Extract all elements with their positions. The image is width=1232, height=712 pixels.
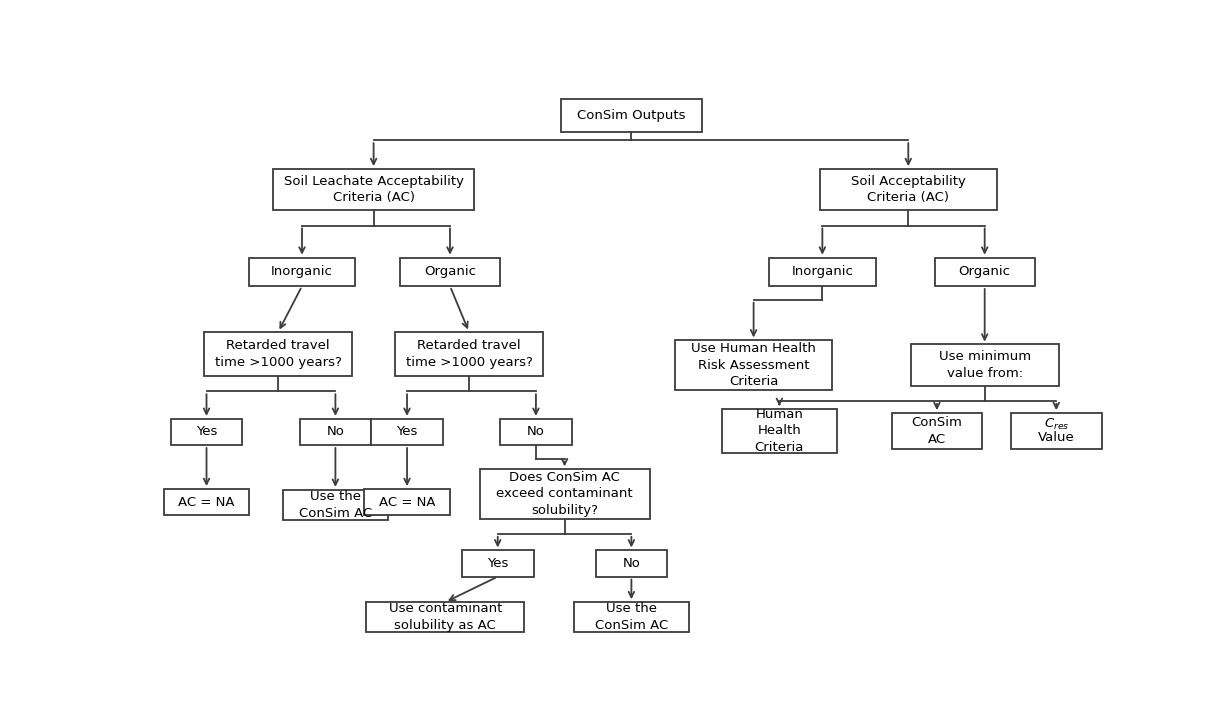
Text: Does ConSim AC
exceed contaminant
solubility?: Does ConSim AC exceed contaminant solubi…: [496, 471, 633, 517]
Text: Retarded travel
time >1000 years?: Retarded travel time >1000 years?: [214, 340, 341, 369]
FancyBboxPatch shape: [299, 419, 371, 445]
Text: Soil Leachate Acceptability
Criteria (AC): Soil Leachate Acceptability Criteria (AC…: [283, 175, 463, 204]
FancyBboxPatch shape: [500, 419, 572, 445]
Text: Use minimum
value from:: Use minimum value from:: [939, 350, 1031, 379]
FancyBboxPatch shape: [274, 169, 474, 210]
FancyBboxPatch shape: [395, 332, 543, 376]
Text: Yes: Yes: [397, 426, 418, 439]
Text: AC = NA: AC = NA: [179, 496, 235, 508]
FancyBboxPatch shape: [821, 169, 997, 210]
Text: Inorganic: Inorganic: [791, 266, 854, 278]
Text: Use contaminant
solubility as AC: Use contaminant solubility as AC: [388, 602, 501, 632]
FancyBboxPatch shape: [574, 602, 689, 632]
FancyBboxPatch shape: [910, 345, 1058, 386]
FancyBboxPatch shape: [769, 258, 876, 286]
FancyBboxPatch shape: [205, 332, 352, 376]
FancyBboxPatch shape: [365, 489, 450, 515]
FancyBboxPatch shape: [479, 469, 649, 518]
FancyBboxPatch shape: [892, 413, 982, 449]
Text: No: No: [527, 426, 545, 439]
Text: Use the
ConSim AC: Use the ConSim AC: [595, 602, 668, 632]
FancyBboxPatch shape: [249, 258, 356, 286]
Text: ConSim
AC: ConSim AC: [912, 416, 962, 446]
FancyBboxPatch shape: [722, 409, 837, 453]
FancyBboxPatch shape: [675, 340, 833, 389]
FancyBboxPatch shape: [1011, 413, 1101, 449]
Text: Use Human Health
Risk Assessment
Criteria: Use Human Health Risk Assessment Criteri…: [691, 342, 816, 388]
Text: Value: Value: [1037, 431, 1074, 444]
Text: Soil Acceptability
Criteria (AC): Soil Acceptability Criteria (AC): [851, 175, 966, 204]
Text: $C_{res}$: $C_{res}$: [1044, 417, 1069, 431]
FancyBboxPatch shape: [366, 602, 524, 632]
FancyBboxPatch shape: [371, 419, 442, 445]
Text: Retarded travel
time >1000 years?: Retarded travel time >1000 years?: [405, 340, 532, 369]
Text: No: No: [622, 557, 641, 570]
FancyBboxPatch shape: [164, 489, 250, 515]
FancyBboxPatch shape: [171, 419, 243, 445]
Text: Yes: Yes: [487, 557, 509, 570]
Text: Organic: Organic: [958, 266, 1010, 278]
FancyBboxPatch shape: [935, 258, 1035, 286]
Text: Inorganic: Inorganic: [271, 266, 333, 278]
FancyBboxPatch shape: [400, 258, 500, 286]
FancyBboxPatch shape: [283, 490, 388, 520]
Text: No: No: [326, 426, 345, 439]
Text: AC = NA: AC = NA: [378, 496, 435, 508]
FancyBboxPatch shape: [595, 550, 668, 577]
FancyBboxPatch shape: [561, 99, 702, 132]
Text: ConSim Outputs: ConSim Outputs: [577, 109, 686, 122]
FancyBboxPatch shape: [462, 550, 533, 577]
Text: Yes: Yes: [196, 426, 217, 439]
Text: Organic: Organic: [424, 266, 476, 278]
Text: Use the
ConSim AC: Use the ConSim AC: [299, 490, 372, 520]
Text: Human
Health
Criteria: Human Health Criteria: [755, 408, 804, 454]
